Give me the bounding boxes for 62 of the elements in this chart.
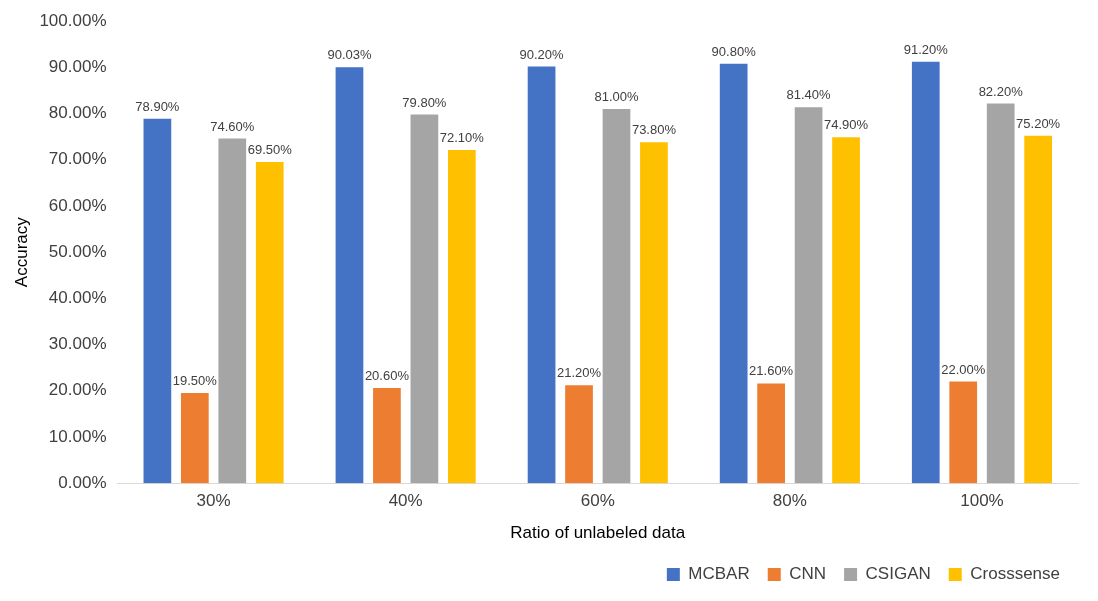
x-tick-label: 80% — [772, 491, 807, 511]
x-axis-title: Ratio of unlabeled data — [510, 523, 686, 543]
data-label: 90.80% — [711, 43, 757, 59]
y-tick-label: 100.00% — [39, 10, 107, 30]
data-label: 74.60% — [210, 118, 255, 134]
bar — [218, 138, 247, 484]
bar — [949, 381, 978, 484]
data-label: 69.50% — [247, 142, 293, 158]
y-tick-label: 50.00% — [48, 241, 107, 261]
data-label: 91.20% — [903, 41, 949, 57]
data-label: 72.10% — [439, 130, 485, 146]
y-tick-label: 30.00% — [48, 334, 107, 354]
y-tick-label: 80.00% — [48, 103, 107, 123]
data-label: 74.90% — [824, 117, 869, 133]
legend-label: Crosssense — [970, 564, 1061, 584]
y-tick-label: 40.00% — [48, 288, 107, 308]
bar — [410, 114, 439, 484]
y-tick-label: 60.00% — [48, 195, 107, 215]
data-label: 79.80% — [402, 94, 447, 110]
y-tick-label: 70.00% — [48, 149, 107, 169]
data-label: 20.60% — [364, 368, 410, 384]
data-label: 90.20% — [519, 46, 565, 62]
data-label: 81.00% — [594, 89, 639, 105]
bar — [373, 388, 401, 484]
data-label: 21.20% — [556, 365, 602, 381]
data-label: 19.50% — [172, 373, 218, 389]
y-tick-label: 90.00% — [48, 57, 107, 77]
bar — [447, 150, 476, 484]
data-label: 73.80% — [631, 122, 677, 138]
legend-label: MCBAR — [688, 564, 750, 584]
x-tick-label: 100% — [960, 491, 1004, 511]
y-axis-title: Accuracy — [11, 216, 31, 288]
legend-label: CSIGAN — [865, 564, 931, 584]
y-tick-label: 20.00% — [48, 380, 107, 400]
data-label: 78.90% — [135, 98, 180, 114]
y-tick-label: 0.00% — [58, 472, 107, 492]
bar — [335, 67, 364, 484]
x-tick-label: 40% — [388, 491, 423, 511]
bar — [527, 66, 556, 484]
data-label: 82.20% — [978, 83, 1024, 99]
bar — [986, 103, 1015, 484]
x-tick-label: 30% — [196, 491, 231, 511]
bar — [143, 118, 172, 484]
data-label: 75.20% — [1016, 115, 1061, 131]
bar — [640, 142, 668, 484]
bar — [255, 162, 284, 484]
data-label: 21.60% — [749, 363, 794, 379]
bar — [1024, 135, 1052, 484]
x-tick-label: 60% — [580, 491, 615, 511]
bar — [565, 385, 593, 484]
data-label: 22.00% — [941, 361, 986, 377]
bar — [180, 393, 209, 484]
y-tick-label: 10.00% — [48, 426, 107, 446]
bar — [794, 107, 823, 484]
bar — [757, 383, 785, 484]
legend-label: CNN — [789, 564, 827, 584]
bar — [832, 137, 860, 484]
bar — [719, 63, 748, 484]
bar — [911, 61, 940, 484]
data-label: 90.03% — [327, 47, 372, 63]
bar — [602, 108, 631, 484]
data-label: 81.40% — [786, 87, 832, 103]
